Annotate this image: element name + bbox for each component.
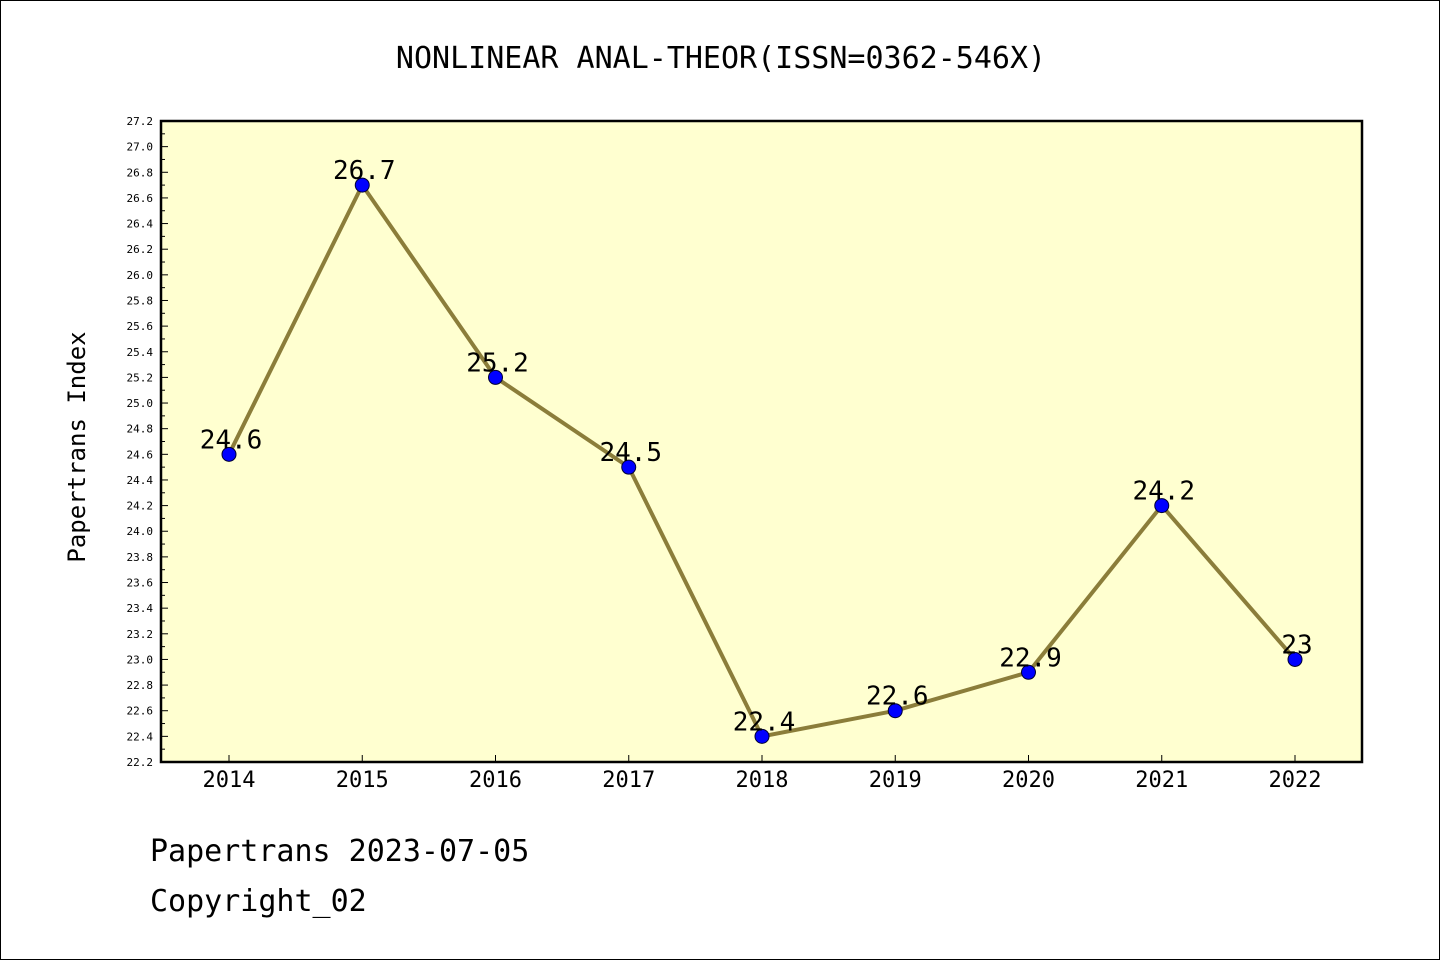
y-tick-label: 26.0 <box>127 269 154 282</box>
data-label: 22.4 <box>733 707 796 737</box>
y-tick-label: 26.2 <box>127 243 154 256</box>
y-tick-label: 23.6 <box>127 577 154 590</box>
x-tick-label: 2020 <box>1002 768 1055 793</box>
y-tick-label: 22.6 <box>127 705 154 718</box>
data-point <box>754 728 770 744</box>
y-axis-label: Papertrans Index <box>63 331 91 562</box>
y-tick-label: 24.0 <box>127 525 154 538</box>
data-label: 24.5 <box>599 438 662 468</box>
data-point <box>887 703 903 719</box>
data-point <box>621 459 637 475</box>
y-tick-label: 27.0 <box>127 141 154 154</box>
data-label: 24.6 <box>200 425 263 455</box>
y-tick-label: 25.8 <box>127 294 154 307</box>
y-tick-label: 24.2 <box>127 500 154 513</box>
x-tick-label: 2019 <box>869 768 922 793</box>
footer-date: Papertrans 2023-07-05 <box>150 834 530 869</box>
data-point <box>1021 664 1036 680</box>
y-tick-label: 26.4 <box>127 218 154 231</box>
y-tick-label: 24.8 <box>127 423 154 436</box>
y-tick-label: 26.6 <box>127 192 154 205</box>
y-tick-label: 27.2 <box>127 115 154 128</box>
data-label: 26.7 <box>333 156 396 186</box>
y-tick-label: 25.2 <box>127 371 154 384</box>
y-tick-label: 23.0 <box>127 653 154 666</box>
chart-title: NONLINEAR ANAL-THEOR(ISSN=0362-546X) <box>396 41 1046 76</box>
x-tick-label: 2018 <box>736 768 789 793</box>
y-tick-label: 26.8 <box>127 166 154 179</box>
y-tick-label: 25.4 <box>127 346 154 359</box>
data-point <box>354 177 370 193</box>
data-point <box>488 369 503 385</box>
y-tick-label: 23.4 <box>127 602 154 615</box>
x-tick-label: 2015 <box>336 768 389 793</box>
y-tick-label: 22.8 <box>127 679 154 692</box>
x-tick-label: 2014 <box>203 768 256 793</box>
x-tick-label: 2016 <box>469 768 522 793</box>
data-point <box>221 446 237 462</box>
x-axis: 2014 2015 2016 2017 2018 2019 2020 2021 2022 <box>203 755 1322 793</box>
x-tick-label: 2021 <box>1135 768 1188 793</box>
data-label: 25.2 <box>466 348 529 378</box>
data-label: 22.6 <box>866 682 929 712</box>
series: 24.6 26.7 25.2 24.5 22.4 22.6 22.9 24.2 23 <box>200 156 1313 744</box>
y-tick-label: 23.2 <box>127 628 154 641</box>
data-label: 23 <box>1281 630 1312 660</box>
y-tick-label: 22.2 <box>127 756 154 769</box>
y-tick-label: 25.6 <box>127 320 154 333</box>
data-label: 24.2 <box>1132 477 1195 507</box>
y-tick-label: 22.4 <box>127 730 154 743</box>
data-point <box>1154 498 1170 514</box>
y-tick-label: 24.6 <box>127 448 154 461</box>
x-tick-label: 2022 <box>1269 768 1322 793</box>
y-tick-label: 25.0 <box>127 397 154 410</box>
data-label: 22.9 <box>999 643 1062 673</box>
footer-copyright: Copyright_02 <box>150 884 367 919</box>
y-tick-label: 24.4 <box>127 474 154 487</box>
y-tick-label: 23.8 <box>127 551 154 564</box>
x-tick-label: 2017 <box>602 768 655 793</box>
plot-area <box>159 119 1364 764</box>
y-axis: 22.2 22.4 22.6 22.8 23.0 23.2 23.4 23.6 23.8 24.0… <box>127 115 168 769</box>
data-point <box>1287 651 1303 667</box>
